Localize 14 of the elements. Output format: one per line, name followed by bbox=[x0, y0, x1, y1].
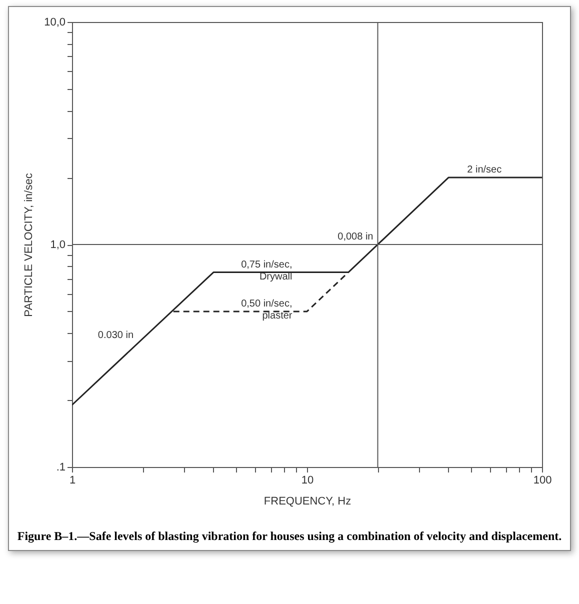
annotation: 2 in/sec bbox=[467, 164, 502, 176]
y-tick-label: .1 bbox=[56, 462, 66, 474]
x-axis-title: FREQUENCY, Hz bbox=[264, 496, 352, 508]
x-tick-label: 1 bbox=[69, 474, 76, 486]
y-tick-label: 10,0 bbox=[44, 16, 66, 28]
y-tick-label: 1,0 bbox=[50, 239, 66, 251]
annotation: 0.030 in bbox=[98, 330, 134, 342]
y-axis-title: PARTICLE VELOCITY, in/sec bbox=[23, 172, 36, 317]
annotation: 0,008 in bbox=[338, 232, 374, 242]
annotation: 0,50 in/sec, plaster bbox=[241, 298, 293, 322]
annotation: 0,75 in/sec, Drywall bbox=[241, 259, 292, 282]
text: Figure B–1.—Safe levels of blasting vibration for houses using a combination of velocity and displacement. bbox=[17, 529, 562, 544]
x-tick-label: 100 bbox=[533, 474, 552, 486]
x-tick-label: 10 bbox=[301, 474, 314, 486]
